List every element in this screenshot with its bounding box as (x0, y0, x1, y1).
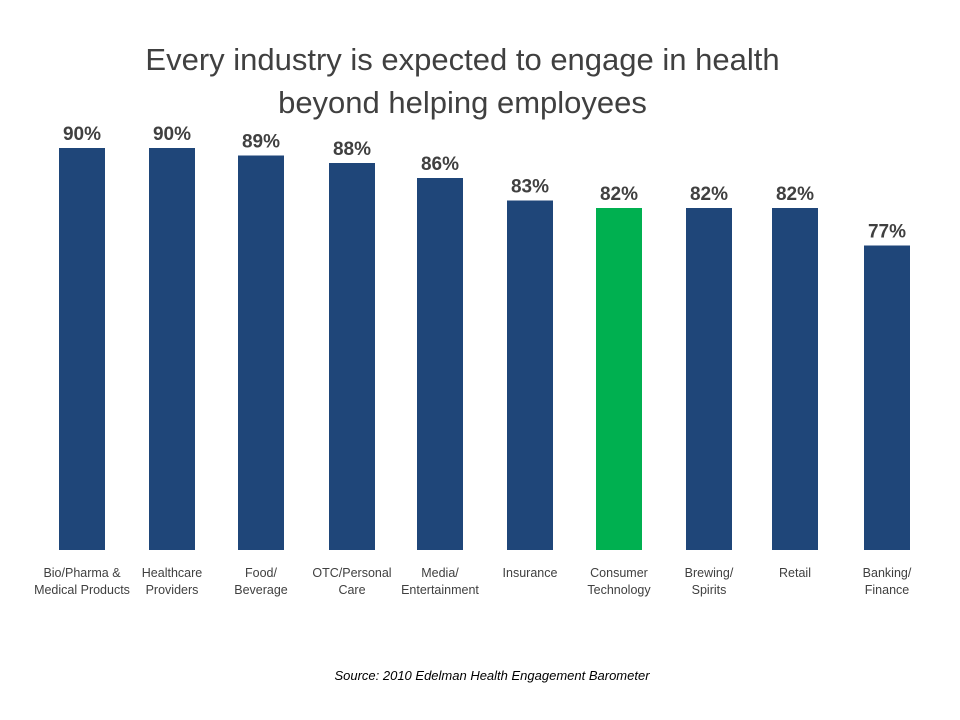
bar-3 (329, 163, 375, 550)
bar-0 (59, 148, 105, 550)
source-note: Source: 2010 Edelman Health Engagement B… (334, 668, 650, 683)
chart-title-line-1: Every industry is expected to engage in … (145, 42, 780, 77)
category-label-2-line-1: Beverage (234, 583, 288, 597)
category-label-7-line-0: Brewing/ (685, 566, 734, 580)
category-label-5-line-0: Insurance (503, 566, 558, 580)
category-label-2-line-0: Food/ (245, 566, 277, 580)
category-label-4-line-0: Media/ (421, 566, 459, 580)
bar-5 (507, 200, 553, 550)
category-label-7-line-1: Spirits (692, 583, 727, 597)
bar-4 (417, 178, 463, 550)
category-label-4-line-1: Entertainment (401, 583, 479, 597)
category-label-9-line-1: Finance (865, 583, 910, 597)
chart-title: Every industry is expected to engage in … (0, 38, 925, 124)
category-label-6-line-1: Technology (587, 583, 651, 597)
data-label-4: 86% (421, 154, 459, 175)
category-label-0-line-0: Bio/Pharma & (43, 566, 121, 580)
data-label-6: 82% (600, 184, 638, 205)
bar-7 (686, 208, 732, 550)
data-label-5: 83% (511, 177, 549, 198)
data-label-0: 90% (63, 124, 101, 145)
category-label-9-line-0: Banking/ (863, 566, 912, 580)
bar-9 (864, 245, 910, 550)
category-label-1-line-1: Providers (146, 583, 199, 597)
data-label-2: 89% (242, 132, 280, 153)
data-label-8: 82% (776, 184, 814, 205)
category-label-3-line-0: OTC/Personal (312, 566, 391, 580)
bar-8 (772, 208, 818, 550)
category-label-1-line-0: Healthcare (142, 566, 202, 580)
category-label-8-line-0: Retail (779, 566, 811, 580)
bar-1 (149, 148, 195, 550)
bar-6 (596, 208, 642, 550)
bar-2 (238, 155, 284, 550)
data-label-7: 82% (690, 184, 728, 205)
data-label-3: 88% (333, 139, 371, 160)
category-label-3-line-1: Care (338, 583, 365, 597)
data-label-9: 77% (868, 222, 906, 243)
data-label-1: 90% (153, 124, 191, 145)
chart-title-line-2: beyond helping employees (278, 85, 647, 120)
category-label-6-line-0: Consumer (590, 566, 648, 580)
category-label-0-line-1: Medical Products (34, 583, 130, 597)
